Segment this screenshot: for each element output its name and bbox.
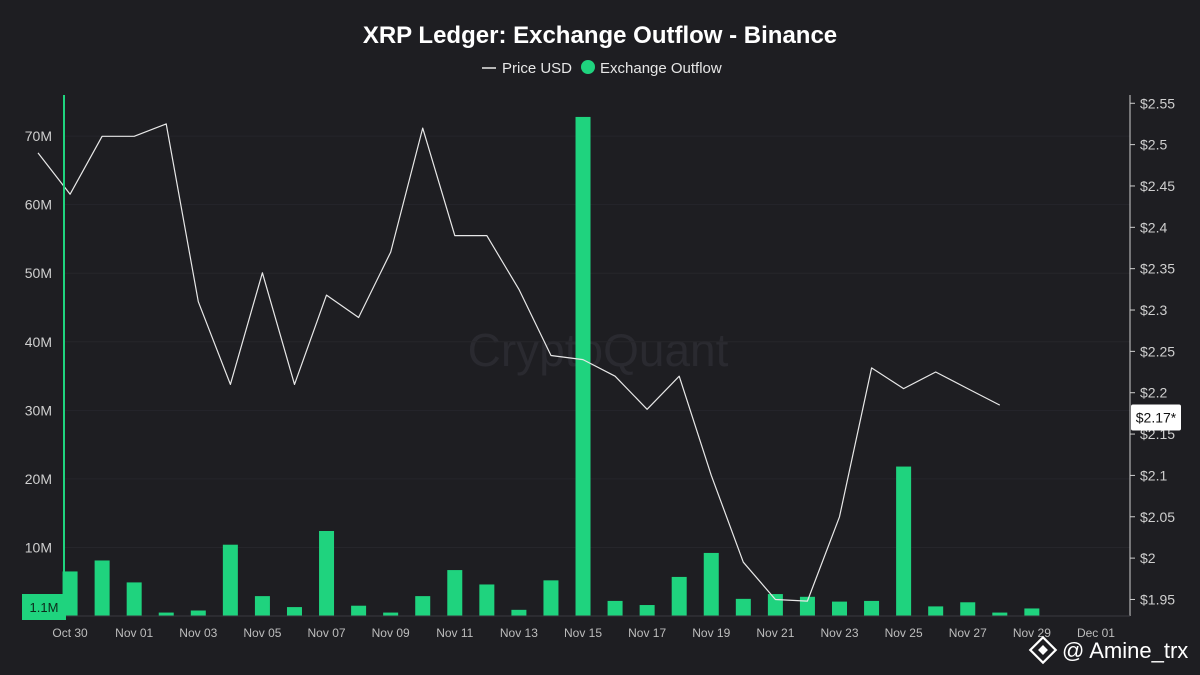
legend-dot-swatch-icon [581,60,595,74]
last-price-marker-label: $2.17* [1136,410,1177,426]
outflow-bar [479,584,495,616]
outflow-bar [992,612,1008,616]
outflow-bar [735,598,751,616]
outflow-bar [575,116,591,617]
outflow-bar [319,530,335,616]
outflow-bar [222,544,238,616]
outflow-bar [415,596,431,616]
price-usd-line [37,123,1001,602]
right-tick-label: $2.5 [1140,137,1167,153]
outflow-bar [383,612,399,616]
outflow-bar [799,596,815,616]
outflow-bar [960,602,976,616]
left-tick-label: 30M [25,402,52,418]
credit-handle: @ Amine_trx [1062,638,1188,663]
left-value-marker-label: 1.1M [30,600,59,615]
x-tick-label: Nov 11 [436,626,473,640]
watermark-text: CryptoQuant [468,324,729,376]
left-value-marker: 1.1M [22,594,66,620]
right-tick-label: $2 [1140,550,1156,566]
outflow-bar [928,606,944,616]
outflow-bar [864,600,880,616]
credit-badge: @ Amine_trx [1028,635,1188,665]
outflow-bar [703,552,719,616]
outflow-bar [1024,608,1040,616]
x-tick-label: Nov 05 [243,626,281,640]
x-tick-label: Nov 01 [115,626,153,640]
left-axis-ticks: 10M 20M 30M 40M 50M 60M 70M [25,128,52,555]
last-price-marker: $2.17* [1131,404,1181,431]
x-tick-label: Nov 17 [628,626,666,640]
x-tick-label: Oct 30 [52,626,88,640]
outflow-bar [671,576,687,616]
right-tick-label: $2.4 [1140,219,1167,235]
right-tick-label: $2.2 [1140,385,1167,401]
right-tick-label: $1.95 [1140,591,1175,607]
x-tick-label: Dec 01 [1077,626,1115,640]
outflow-bar [543,580,559,616]
x-tick-label: Nov 09 [372,626,410,640]
x-tick-label: Nov 03 [179,626,217,640]
right-tick-label: $2.55 [1140,95,1175,111]
outflow-bar [447,570,463,616]
chart-title: XRP Ledger: Exchange Outflow - Binance [363,22,837,49]
outflow-bar [62,571,78,616]
x-tick-label: Nov 19 [692,626,730,640]
outflow-bar [896,466,912,616]
legend[interactable]: Price USD Exchange Outflow [482,60,722,77]
legend-label-price[interactable]: Price USD [502,60,572,77]
x-tick-label: Nov 29 [1013,626,1051,640]
legend-label-outflow[interactable]: Exchange Outflow [600,60,722,77]
left-tick-label: 40M [25,334,52,350]
x-tick-label: Nov 13 [500,626,538,640]
outflow-bar [607,600,623,616]
left-value-marker-bg [22,594,66,620]
last-price-marker-bg [1131,404,1181,431]
right-tick-label: $2.45 [1140,178,1175,194]
outflow-bars [62,116,1040,617]
grid-lines [64,135,1130,548]
x-axis-ticks: Oct 30 Nov 01 Nov 03 Nov 05 Nov 07 Nov 09 Nov … [52,626,1115,640]
outflow-bar [158,612,174,616]
right-tick-label: $2.05 [1140,509,1175,525]
x-tick-label: Nov 07 [308,626,346,640]
left-tick-label: 20M [25,471,52,487]
outflow-bar [767,594,783,616]
outflow-bar [190,610,206,616]
outflow-bar [832,601,847,616]
right-tick-label: $2.25 [1140,343,1175,359]
outflow-bar [639,605,655,616]
left-tick-label: 10M [25,539,52,555]
x-tick-label: Nov 27 [949,626,987,640]
right-tick-label: $2.3 [1140,302,1167,318]
outflow-bar [94,560,110,616]
x-tick-label: Nov 15 [564,626,602,640]
outflow-bar [286,607,302,616]
outflow-bar [511,609,527,616]
left-tick-label: 60M [25,197,52,213]
x-tick-label: Nov 21 [756,626,794,640]
x-tick-label: Nov 23 [820,626,858,640]
left-tick-label: 70M [25,128,52,144]
left-tick-label: 50M [25,265,52,281]
outflow-bar [126,582,142,616]
right-tick-label: $2.35 [1140,261,1175,277]
price-line-group [37,123,1001,602]
right-tick-label: $2.1 [1140,467,1167,483]
outflow-bar [351,605,367,616]
outflow-bar [254,596,270,616]
x-tick-label: Nov 25 [885,626,923,640]
binance-logo-icon [1028,635,1058,665]
